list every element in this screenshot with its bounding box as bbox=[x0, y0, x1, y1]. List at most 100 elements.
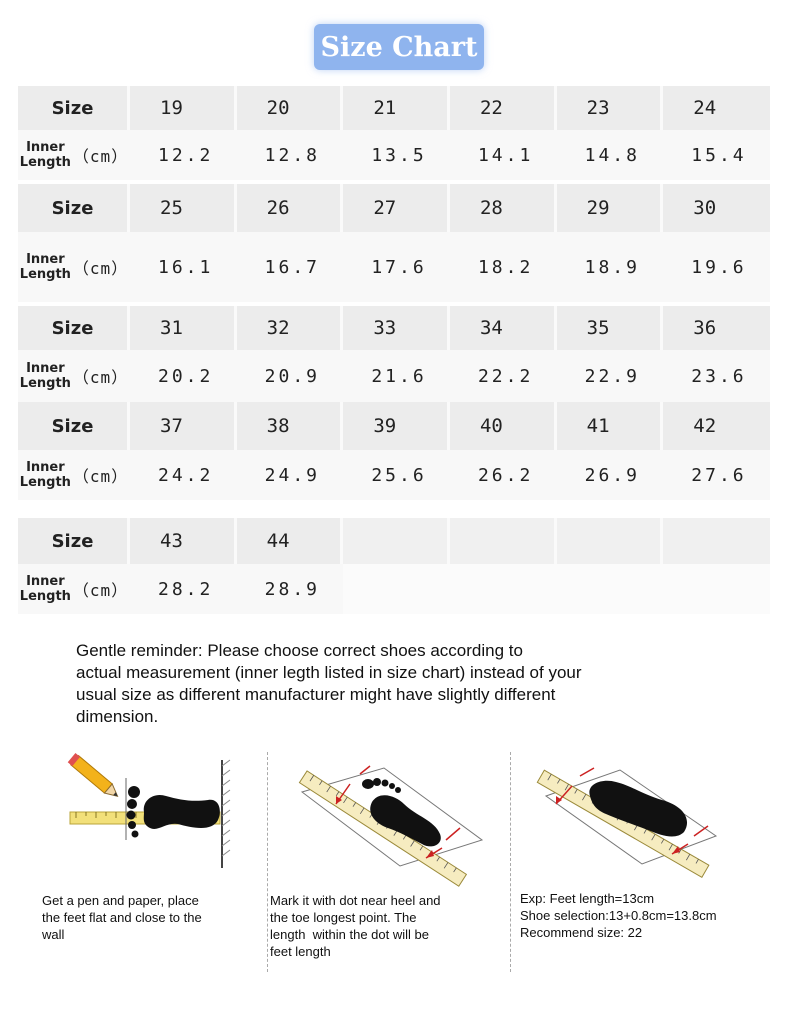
size-cell: 41 bbox=[557, 402, 664, 450]
length-label: Length bbox=[19, 376, 71, 391]
size-cell: 43 bbox=[130, 518, 237, 564]
length-cell: 20.9 bbox=[264, 365, 321, 387]
size-cell bbox=[449, 518, 557, 564]
size-cell: 21 bbox=[343, 86, 450, 130]
length-cell: 16.7 bbox=[264, 256, 321, 278]
reminder-line: actual measurement (inner legth listed i… bbox=[76, 663, 582, 682]
size-row: Size 37 38 39 40 41 42 bbox=[18, 402, 770, 450]
size-cell bbox=[663, 518, 770, 564]
footprint-ruler-icon bbox=[298, 765, 484, 887]
length-cell: 27.6 bbox=[691, 464, 747, 486]
size-row: Size 25 26 27 28 29 30 bbox=[18, 184, 770, 232]
size-cell: 25 bbox=[130, 184, 237, 232]
unit-label: （cm） bbox=[72, 581, 129, 600]
caption-line: the toe longest point. The bbox=[270, 910, 417, 925]
size-cell: 34 bbox=[450, 306, 557, 350]
length-label: Length bbox=[19, 475, 71, 490]
caption-line: wall bbox=[42, 927, 65, 942]
length-cell: 19.6 bbox=[691, 256, 747, 278]
caption-line: length within the dot will be bbox=[270, 927, 429, 942]
unit-label: （cm） bbox=[72, 147, 129, 166]
size-cell: 27 bbox=[343, 184, 450, 232]
caption-line: Shoe selection:13+0.8cm=13.8cm bbox=[520, 908, 717, 923]
size-cell: 24 bbox=[693, 97, 717, 119]
size-cell bbox=[556, 518, 664, 564]
step1-caption: Get a pen and paper, place the feet flat… bbox=[42, 892, 257, 943]
length-label: Length bbox=[19, 267, 71, 282]
length-cell: 26.2 bbox=[477, 464, 534, 486]
size-cell: 44 bbox=[237, 518, 344, 564]
inner-label: Inner bbox=[26, 460, 65, 475]
size-cell: 19 bbox=[130, 86, 237, 130]
size-cell: 42 bbox=[693, 415, 717, 437]
caption-line: Mark it with dot near heel and bbox=[270, 893, 441, 908]
size-cell: 30 bbox=[693, 197, 717, 219]
length-cell bbox=[343, 564, 450, 614]
length-label: Length bbox=[19, 155, 71, 170]
unit-label: （cm） bbox=[72, 368, 129, 387]
size-cell: 29 bbox=[557, 184, 664, 232]
size-cell: 26 bbox=[237, 184, 344, 232]
caption-line: Exp: Feet length=13cm bbox=[520, 891, 655, 906]
length-cell: 21.6 bbox=[371, 365, 427, 387]
inner-length-header: Inner Length （cm） bbox=[18, 232, 130, 302]
size-cell: 22 bbox=[450, 86, 557, 130]
gentle-reminder: Gentle reminder: Please choose correct s… bbox=[76, 640, 716, 728]
unit-label: （cm） bbox=[72, 467, 129, 486]
length-label: Length bbox=[19, 589, 71, 604]
size-cell: 35 bbox=[557, 306, 664, 350]
inner-label: Inner bbox=[26, 252, 65, 267]
length-cell: 13.5 bbox=[371, 144, 427, 166]
inner-label: Inner bbox=[26, 140, 65, 155]
length-cell: 18.2 bbox=[477, 256, 534, 278]
caption-line: feet length bbox=[270, 944, 331, 959]
length-cell: 20.2 bbox=[158, 365, 214, 387]
length-cell bbox=[556, 564, 664, 614]
length-cell: 17.6 bbox=[371, 256, 427, 278]
reminder-line: Gentle reminder: Please choose correct s… bbox=[76, 641, 523, 660]
foot-and-pencil-icon bbox=[67, 753, 231, 868]
chart-title: Size Chart bbox=[314, 24, 484, 70]
size-cell: 28 bbox=[450, 184, 557, 232]
unit-label: （cm） bbox=[72, 259, 129, 278]
step2-caption: Mark it with dot near heel and the toe l… bbox=[270, 892, 506, 960]
length-cell: 28.9 bbox=[264, 578, 321, 600]
step3-caption: Exp: Feet length=13cm Shoe selection:13+… bbox=[520, 890, 782, 941]
length-cell: 14.1 bbox=[477, 144, 534, 166]
length-cell: 23.6 bbox=[691, 365, 747, 387]
length-cell bbox=[663, 564, 770, 614]
size-row: Size 19 20 21 22 23 24 bbox=[18, 86, 770, 130]
length-cell: 16.1 bbox=[158, 256, 214, 278]
reminder-line: dimension. bbox=[76, 707, 159, 726]
inner-label: Inner bbox=[26, 574, 65, 589]
length-cell: 24.9 bbox=[264, 464, 321, 486]
size-cell: 20 bbox=[237, 86, 344, 130]
inner-length-header: Inner Length （cm） bbox=[18, 350, 130, 402]
length-cell: 24.2 bbox=[158, 464, 214, 486]
size-cell: 40 bbox=[450, 402, 557, 450]
size-cell: 36 bbox=[693, 317, 717, 339]
length-cell: 12.8 bbox=[264, 144, 321, 166]
size-cell: 39 bbox=[343, 402, 450, 450]
length-cell: 22.9 bbox=[584, 365, 640, 387]
length-cell: 28.2 bbox=[158, 578, 214, 600]
size-cell: 32 bbox=[237, 306, 344, 350]
inner-length-header: Inner Length （cm） bbox=[18, 450, 130, 500]
size-row: Size 31 32 33 34 35 36 bbox=[18, 306, 770, 350]
divider bbox=[267, 752, 268, 972]
size-cell: 37 bbox=[130, 402, 237, 450]
length-row: Inner Length （cm） 12.2 12.8 13.5 14.1 14.8 15.4 bbox=[18, 130, 770, 180]
length-cell: 14.8 bbox=[584, 144, 640, 166]
length-cell: 25.6 bbox=[371, 464, 427, 486]
size-header: Size bbox=[18, 402, 130, 450]
caption-line: the feet flat and close to the bbox=[42, 910, 202, 925]
divider bbox=[510, 752, 511, 972]
inner-length-header: Inner Length （cm） bbox=[18, 130, 130, 180]
size-cell: 38 bbox=[237, 402, 344, 450]
size-header: Size bbox=[18, 86, 130, 130]
inner-label: Inner bbox=[26, 361, 65, 376]
size-header: Size bbox=[18, 184, 130, 232]
caption-line: Get a pen and paper, place bbox=[42, 893, 199, 908]
size-header: Size bbox=[18, 518, 130, 564]
length-cell: 26.9 bbox=[584, 464, 640, 486]
